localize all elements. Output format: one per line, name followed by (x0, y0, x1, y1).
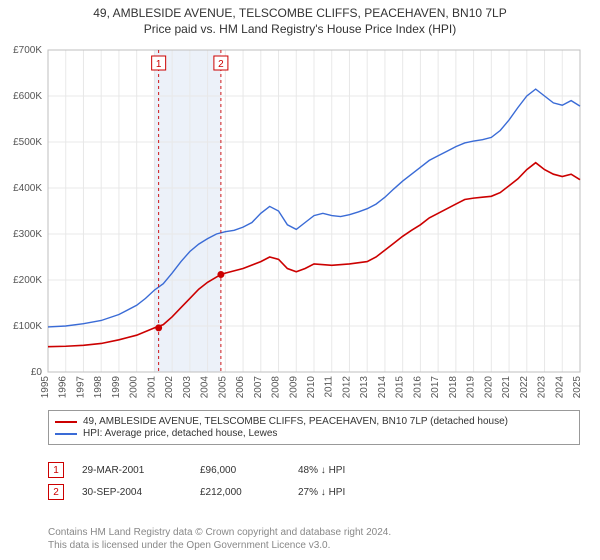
svg-text:2013: 2013 (359, 376, 370, 399)
svg-text:2004: 2004 (200, 376, 211, 399)
title-address: 49, AMBLESIDE AVENUE, TELSCOMBE CLIFFS, … (0, 6, 600, 20)
svg-text:2003: 2003 (182, 376, 193, 399)
svg-text:1: 1 (156, 59, 162, 70)
svg-text:2: 2 (218, 59, 224, 70)
svg-text:1999: 1999 (111, 376, 122, 399)
title-subtitle: Price paid vs. HM Land Registry's House … (0, 22, 600, 36)
svg-text:2023: 2023 (537, 376, 548, 399)
marker-price-1: £96,000 (200, 465, 280, 476)
svg-text:2015: 2015 (395, 376, 406, 399)
footer-line2: This data is licensed under the Open Gov… (48, 539, 391, 552)
sale-markers-table: 1 29-MAR-2001 £96,000 48% ↓ HPI 2 30-SEP… (48, 456, 580, 506)
marker-badge-2: 2 (48, 484, 64, 500)
legend-swatch-property (55, 421, 77, 423)
marker-price-2: £212,000 (200, 487, 280, 498)
chart-area: £0£100K£200K£300K£400K£500K£600K£700K199… (0, 44, 600, 404)
svg-text:£200K: £200K (13, 275, 42, 286)
svg-text:2007: 2007 (253, 376, 264, 399)
svg-text:2016: 2016 (412, 376, 423, 399)
chart-titles: 49, AMBLESIDE AVENUE, TELSCOMBE CLIFFS, … (0, 0, 600, 40)
svg-text:£300K: £300K (13, 229, 42, 240)
marker-date-1: 29-MAR-2001 (82, 465, 182, 476)
svg-text:2025: 2025 (572, 376, 583, 399)
svg-text:2019: 2019 (466, 376, 477, 399)
svg-text:2002: 2002 (164, 376, 175, 399)
svg-text:2018: 2018 (448, 376, 459, 399)
legend: 49, AMBLESIDE AVENUE, TELSCOMBE CLIFFS, … (48, 410, 580, 445)
line-chart-svg: £0£100K£200K£300K£400K£500K£600K£700K199… (0, 44, 600, 404)
svg-text:2005: 2005 (217, 376, 228, 399)
svg-text:2010: 2010 (306, 376, 317, 399)
marker-date-2: 30-SEP-2004 (82, 487, 182, 498)
svg-text:£400K: £400K (13, 183, 42, 194)
svg-text:2008: 2008 (271, 376, 282, 399)
svg-text:2020: 2020 (483, 376, 494, 399)
svg-text:2017: 2017 (430, 376, 441, 399)
legend-item-property: 49, AMBLESIDE AVENUE, TELSCOMBE CLIFFS, … (55, 416, 573, 427)
svg-text:£600K: £600K (13, 91, 42, 102)
svg-text:£100K: £100K (13, 321, 42, 332)
marker-row-2: 2 30-SEP-2004 £212,000 27% ↓ HPI (48, 484, 580, 500)
marker-row-1: 1 29-MAR-2001 £96,000 48% ↓ HPI (48, 462, 580, 478)
svg-text:£700K: £700K (13, 45, 42, 56)
svg-text:2022: 2022 (519, 376, 530, 399)
svg-text:2009: 2009 (288, 376, 299, 399)
svg-text:2014: 2014 (377, 376, 388, 399)
svg-text:£500K: £500K (13, 137, 42, 148)
marker-pct-1: 48% ↓ HPI (298, 465, 398, 476)
footer-line1: Contains HM Land Registry data © Crown c… (48, 526, 391, 539)
footer-attribution: Contains HM Land Registry data © Crown c… (48, 526, 391, 552)
legend-label-hpi: HPI: Average price, detached house, Lewe… (83, 428, 277, 439)
legend-label-property: 49, AMBLESIDE AVENUE, TELSCOMBE CLIFFS, … (83, 416, 508, 427)
svg-text:2011: 2011 (324, 376, 335, 398)
svg-text:1996: 1996 (58, 376, 69, 399)
svg-text:2024: 2024 (554, 376, 565, 399)
svg-text:2012: 2012 (341, 376, 352, 399)
marker-pct-2: 27% ↓ HPI (298, 487, 398, 498)
svg-text:1998: 1998 (93, 376, 104, 399)
svg-text:2006: 2006 (235, 376, 246, 399)
svg-text:2021: 2021 (501, 376, 512, 399)
legend-item-hpi: HPI: Average price, detached house, Lewe… (55, 428, 573, 439)
svg-text:2000: 2000 (129, 376, 140, 399)
marker-badge-1: 1 (48, 462, 64, 478)
legend-swatch-hpi (55, 433, 77, 435)
svg-text:1997: 1997 (75, 376, 86, 399)
svg-text:2001: 2001 (146, 376, 157, 399)
svg-text:1995: 1995 (40, 376, 51, 399)
